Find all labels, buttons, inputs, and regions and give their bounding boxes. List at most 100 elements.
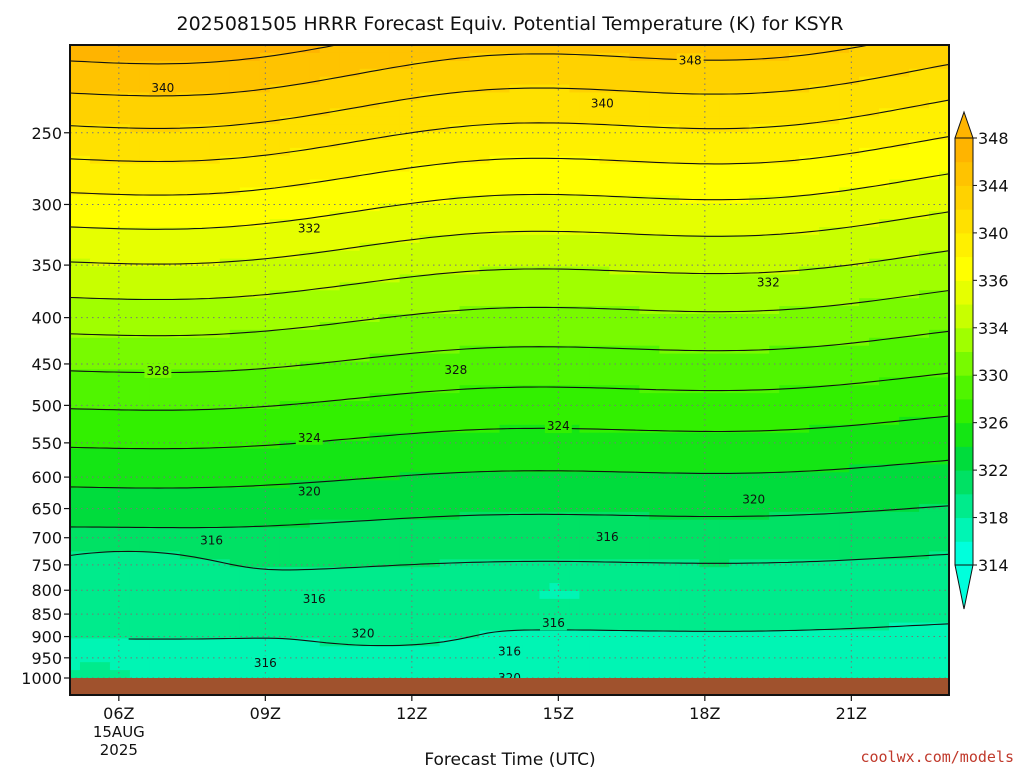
heatmap-cell [329,290,341,299]
heatmap-cell [459,353,471,363]
heatmap-cell [829,274,840,283]
heatmap-cell [369,132,381,141]
heatmap-cell [269,258,281,268]
heatmap-cell [779,108,790,117]
heatmap-cell [789,282,800,291]
heatmap-cell [789,108,800,117]
heatmap-cell [589,464,600,473]
heatmap-cell [499,480,511,489]
heatmap-cell [359,163,371,173]
heatmap-cell [169,163,181,173]
heatmap-cell [319,163,331,173]
heatmap-cell [329,68,341,78]
heatmap-cell [199,369,211,378]
heatmap-cell [489,274,501,283]
heatmap-cell [859,147,870,157]
heatmap-cell [199,416,211,426]
heatmap-cell [269,456,281,465]
heatmap-cell [199,329,211,339]
heatmap-cell [89,68,101,78]
heatmap-cell [669,139,680,149]
heatmap-cell [819,361,830,371]
heatmap-cell [579,274,591,283]
heatmap-cell [179,84,191,94]
heatmap-cell [209,464,221,473]
heatmap-cell [229,124,241,133]
heatmap-cell [319,124,331,133]
heatmap-cell [239,432,251,442]
heatmap-cell [839,377,850,386]
heatmap-cell [699,84,710,94]
heatmap-cell [109,124,121,133]
heatmap-cell [749,203,760,212]
heatmap-cell [199,179,211,189]
heatmap-cell [369,424,381,434]
heatmap-cell [199,274,211,283]
heatmap-cell [149,393,161,402]
heatmap-cell [579,92,591,101]
heatmap-cell [409,282,421,291]
heatmap-cell [279,337,291,347]
heatmap-cell [389,448,401,458]
heatmap-cell [119,298,131,307]
heatmap-fill [70,45,949,678]
heatmap-cell [639,393,650,402]
heatmap-cell [589,274,600,283]
heatmap-cell [889,155,900,165]
heatmap-cell [189,124,201,133]
heatmap-cell [559,329,571,339]
heatmap-cell [259,361,271,371]
heatmap-cell [289,68,301,78]
heatmap-cell [199,408,211,418]
heatmap-cell [109,321,121,331]
heatmap-cell [659,76,670,86]
heatmap-cell [409,448,421,458]
heatmap-cell [419,385,431,394]
heatmap-cell [679,132,690,141]
heatmap-cell [709,100,720,109]
heatmap-cell [719,306,730,315]
heatmap-cell [779,408,790,418]
heatmap-cell [219,345,231,355]
heatmap-cell [869,171,880,181]
heatmap-cell [779,377,790,386]
heatmap-cell [769,329,780,339]
heatmap-cell [709,472,720,481]
heatmap-cell [799,211,810,220]
heatmap-cell [429,163,441,173]
heatmap-cell [719,448,730,458]
heatmap-cell [519,353,531,363]
heatmap-cell [289,408,301,418]
heatmap-cell [149,353,161,363]
heatmap-cell [179,306,191,315]
heatmap-cell [739,234,750,244]
heatmap-cell [99,345,111,355]
heatmap-cell [769,393,780,402]
heatmap-cell [879,393,890,402]
heatmap-cell [879,179,890,189]
heatmap-cell [179,282,191,291]
heatmap-cell [909,195,920,204]
heatmap-cell [479,314,491,323]
heatmap-cell [289,84,301,94]
heatmap-cell [399,179,411,189]
heatmap-cell [419,147,431,157]
heatmap-cell [89,147,101,157]
heatmap-cell [919,480,930,489]
heatmap-cell [839,234,850,244]
heatmap-cell [70,68,81,78]
heatmap-cell [799,416,810,426]
heatmap-cell [899,258,910,268]
heatmap-cell [589,76,600,86]
heatmap-cell [489,92,501,101]
heatmap-cell [519,45,531,54]
heatmap-cell [639,345,650,355]
heatmap-cell [899,416,910,426]
heatmap-cell [839,68,850,78]
heatmap-cell [509,432,521,442]
heatmap-cell [769,416,780,426]
heatmap-cell [459,424,471,434]
heatmap-cell [189,401,201,410]
heatmap-cell [609,60,620,70]
heatmap-cell [639,432,650,442]
